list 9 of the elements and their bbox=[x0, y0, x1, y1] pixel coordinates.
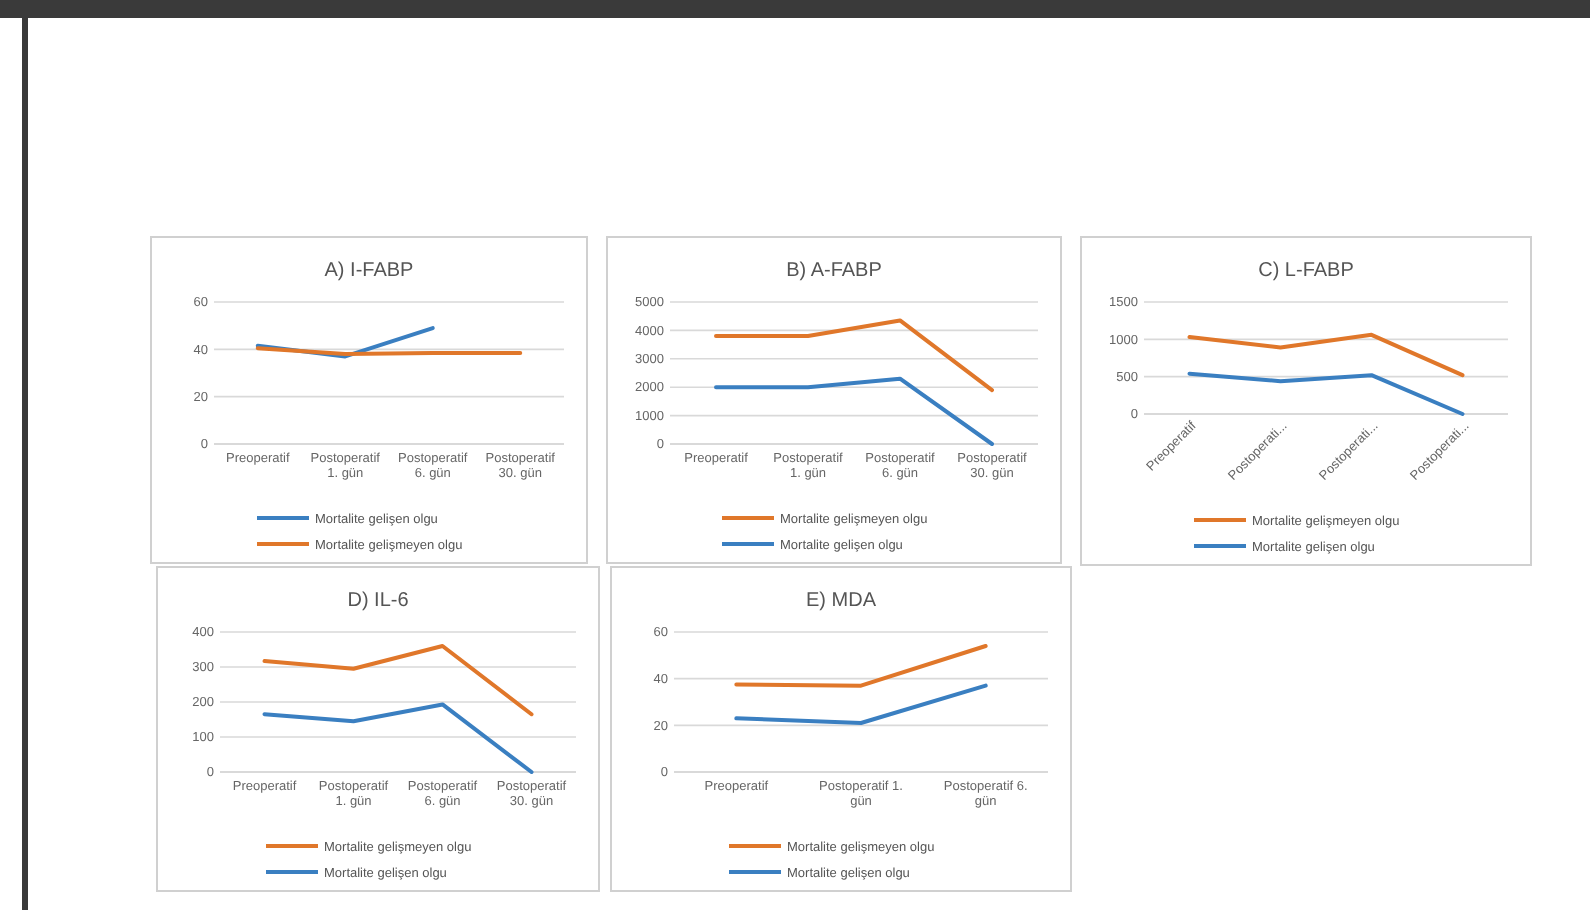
chart-title: C) L-FABP bbox=[1258, 260, 1355, 282]
chart-title: A) I-FABP bbox=[324, 260, 415, 282]
line-series bbox=[262, 702, 534, 774]
line-series bbox=[1187, 332, 1465, 378]
chart-title: E) MDA bbox=[806, 590, 877, 612]
line-series bbox=[1187, 371, 1465, 416]
chart-title: B) A-FABP bbox=[786, 260, 883, 282]
chart-title: D) IL-6 bbox=[347, 590, 410, 612]
line-series bbox=[262, 644, 534, 717]
